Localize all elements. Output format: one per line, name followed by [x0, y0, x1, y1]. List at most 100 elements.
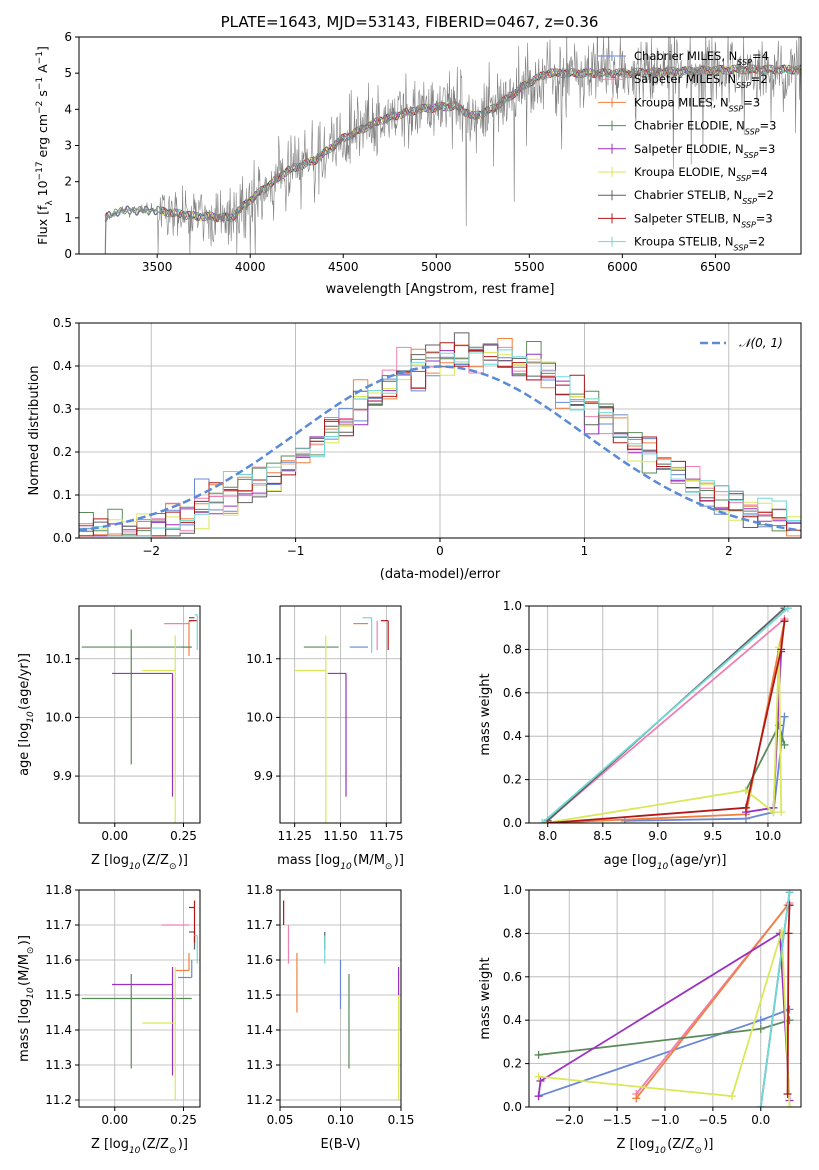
legend-label: Chabrier ELODIE, N	[634, 119, 745, 133]
label-script: 10	[657, 862, 669, 872]
panel-residuals: −2 −1 0 1 2 0.0 0.1 0.2 0.3 0.4 0.5 (data-model)/er…	[27, 316, 802, 582]
x-tick-label: 6000	[607, 260, 638, 274]
weight-marker	[632, 1094, 641, 1103]
panel-age-vs-mass: 11.25 11.50 11.75 9.9 10.0 10.1 mass [log10 (M…	[246, 605, 404, 872]
label-part: (age/yr)]	[17, 653, 32, 710]
y-label-part: A	[35, 64, 50, 77]
plot-area	[81, 614, 198, 823]
y-label-part: −1	[35, 51, 45, 64]
x-tick-label: −0.5	[698, 1113, 727, 1127]
x-tick-label: 0.00	[101, 829, 128, 843]
x-axis-label: Z [log10 (Z/Z⊙ )]	[617, 1137, 714, 1156]
y-axis-label: mass weight	[478, 957, 493, 1039]
legend-n: =3	[756, 211, 773, 225]
weight-marker	[741, 786, 750, 795]
panel-spectrum: 3500 4000 4500 5000 5500 6000 6500 0 1 2 3 4 5 6 wavel…	[35, 30, 802, 297]
weight-line-8	[541, 607, 789, 823]
weight-line-4	[537, 931, 791, 1101]
x-tick-label: 5000	[421, 260, 452, 274]
label-part: (M/M	[17, 954, 32, 986]
label-part: )]	[178, 1137, 188, 1152]
y-tick-label: 0.8	[503, 642, 522, 656]
x-tick-label: −1.0	[650, 1113, 679, 1127]
legend-n: =3	[743, 95, 760, 109]
label-part: mass [log	[17, 999, 32, 1062]
label-script: ⊙	[385, 862, 393, 872]
weight-marker	[777, 808, 786, 817]
plot-area	[538, 606, 792, 823]
legend-sub: SSP	[745, 127, 760, 136]
legend-sub: SSP	[737, 58, 752, 67]
y-tick-label: 10.0	[45, 710, 72, 724]
legend-entry: Kroupa MILES, NSSP=3	[634, 95, 760, 113]
weight-line-7	[547, 621, 786, 823]
label-script: 10	[26, 987, 36, 999]
panel-mass-vs-Z: 0.00 0.25 11.2 11.3 11.4 11.5 11.6 11.7 11.8 Z [l…	[17, 883, 201, 1156]
legend-entry: Chabrier MILES, NSSP=4	[634, 49, 769, 67]
y-tick-label: 11.4	[45, 1023, 72, 1037]
errorbar-point-6	[189, 931, 196, 950]
legend-entry: 𝒩(0, 1)	[739, 336, 783, 350]
label-script: 10	[654, 1146, 666, 1156]
y-tick-label: 6	[64, 30, 72, 44]
legend-entry: Salpeter ELODIE, NSSP=3	[634, 142, 775, 160]
plot-area	[283, 900, 400, 1100]
x-tick-label: 5500	[514, 260, 545, 274]
y-axis-label: Normed distribution	[27, 366, 42, 496]
y-tick-label: 0.8	[503, 926, 522, 940]
legend-label: Kroupa ELODIE, N	[634, 165, 736, 179]
y-tick-label: 0.4	[503, 729, 522, 743]
weight-marker	[780, 712, 789, 721]
weight-marker	[784, 929, 793, 938]
legend-entry: Salpeter MILES, NSSP=2	[634, 72, 768, 90]
label-part: (age/yr)]	[670, 853, 727, 868]
y-tick-label: 11.7	[45, 918, 72, 932]
weight-line-5	[538, 930, 791, 1107]
weight-marker	[538, 819, 547, 823]
weight-marker	[620, 816, 629, 823]
y-tick-label: 0.0	[503, 1100, 522, 1114]
x-tick-label: 3500	[142, 260, 173, 274]
label-part: (Z/Z	[142, 853, 169, 868]
label-part: (Z/Z	[667, 1137, 694, 1152]
legend-n: =2	[748, 235, 765, 249]
y-tick-label: 11.6	[246, 953, 273, 967]
errorbar-point-2	[175, 953, 190, 972]
y-tick-label: 11.4	[246, 1023, 273, 1037]
legend-entry: Salpeter STELIB, NSSP=3	[634, 211, 773, 229]
legend-sub: SSP	[742, 197, 757, 206]
y-label-part: erg cm	[35, 114, 50, 162]
label-part: )]	[703, 1137, 713, 1152]
errorbar-point-3	[81, 974, 192, 1069]
label-part: Z [log	[91, 853, 129, 868]
y-label-part: −17	[35, 161, 45, 180]
y-tick-label: 11.5	[45, 988, 72, 1002]
label-part: )]	[178, 853, 188, 868]
panel-massweight-vs-Z: −2.0 −1.5 −1.0 −0.5 0.0 0.0 0.2 0.4 0.6 0.8 1.0 Z […	[478, 883, 802, 1156]
y-label-part: s	[35, 90, 50, 101]
y-tick-label: 11.5	[246, 988, 273, 1002]
legend-n: =2	[751, 72, 768, 86]
weight-line-5	[545, 647, 783, 823]
x-axis-label: Z [log10 (Z/Z⊙ )]	[91, 1137, 188, 1156]
errorbar-point-4	[327, 672, 347, 797]
y-label-part: ]	[35, 46, 50, 51]
label-part: age [log	[604, 853, 657, 868]
y-tick-label: 0.4	[503, 1013, 522, 1027]
y-tick-label: 9.9	[254, 769, 273, 783]
y-label-part: 10	[35, 180, 50, 200]
panel-massweight-vs-age: 8.0 8.5 9.0 9.5 10.0 0.0 0.2 0.4 0.6 0.8 1.0 age [l…	[478, 599, 802, 872]
legend-n: =2	[757, 188, 774, 202]
y-tick-label: 2	[64, 175, 72, 189]
x-tick-label: 0.25	[170, 1113, 197, 1127]
weight-marker	[783, 1089, 792, 1098]
label-part: E(B-V)	[320, 1137, 360, 1152]
label-part: )]	[17, 935, 32, 945]
axes-frame	[78, 605, 201, 824]
plot-area	[534, 890, 794, 1107]
weight-marker	[534, 1092, 543, 1101]
x-tick-label: −2.0	[555, 1113, 584, 1127]
weight-marker	[756, 1103, 765, 1107]
y-tick-label: 10.1	[45, 652, 72, 666]
weight-marker	[756, 1024, 765, 1033]
